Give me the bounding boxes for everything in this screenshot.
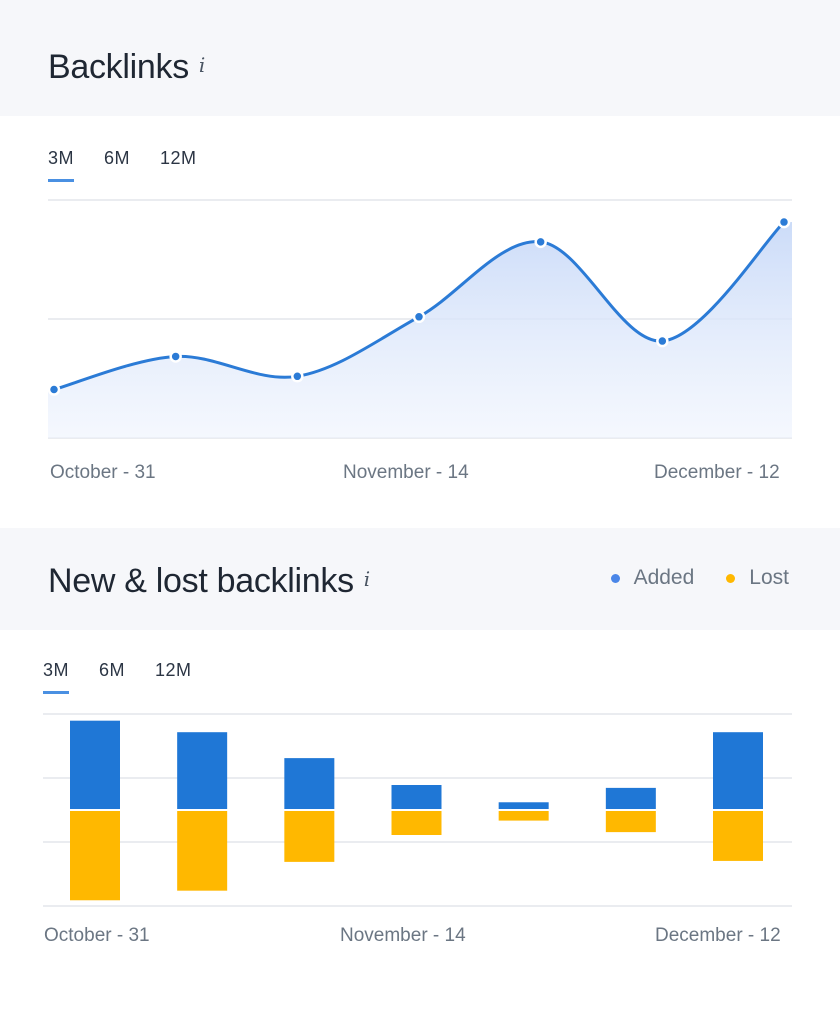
new-lost-bars [70, 720, 763, 901]
bar-added [391, 785, 442, 809]
bar-added [70, 720, 120, 809]
data-point [534, 235, 547, 249]
legend-item-lost: Lost [726, 566, 789, 590]
bar-added [713, 732, 763, 809]
x-tick-label-october: October - 31 [50, 462, 156, 483]
x-tick-label-november: November - 14 [340, 925, 466, 946]
bar-lost [391, 811, 442, 835]
new-lost-title: New & lost backlinks i [48, 562, 370, 601]
legend-label-added: Added [633, 566, 695, 589]
data-point [47, 383, 61, 396]
bar-lost [284, 811, 335, 862]
bar-lost [713, 811, 763, 861]
new-lost-title-text: New & lost backlinks [48, 562, 354, 600]
legend: Added Lost [579, 566, 789, 590]
backlinks-area-fill [48, 222, 792, 438]
bar-added [284, 758, 335, 809]
x-tick-label-december: December - 12 [655, 925, 781, 946]
bar-lost [70, 811, 120, 901]
bar-lost [498, 811, 549, 821]
info-icon[interactable]: i [198, 53, 206, 77]
backlinks-grid [48, 199, 792, 439]
backlinks-points [47, 215, 791, 396]
tab-12m[interactable]: 12M [160, 148, 197, 168]
info-icon[interactable]: i [363, 567, 370, 591]
backlinks-title-text: Backlinks [48, 48, 189, 86]
legend-label-lost: Lost [749, 566, 789, 589]
new-lost-grid [43, 713, 792, 907]
backlinks-period-tabs: 3M 6M 12M [48, 148, 227, 182]
data-point [412, 310, 426, 324]
backlinks-header: Backlinks i [0, 0, 840, 116]
tab-6m[interactable]: 6M [99, 660, 126, 680]
tab-12m[interactable]: 12M [155, 660, 192, 680]
legend-dot-added [610, 573, 620, 583]
tab-6m[interactable]: 6M [104, 148, 131, 168]
bar-lost [177, 811, 228, 891]
data-point [291, 370, 304, 383]
new-lost-header: New & lost backlinks i Added Lost [0, 528, 840, 630]
x-tick-label-december: December - 12 [654, 462, 780, 483]
new-lost-period-tabs: 3M 6M 12M [43, 660, 222, 694]
tab-3m[interactable]: 3M [43, 660, 70, 694]
backlinks-line [53, 220, 786, 391]
x-tick-label-november: November - 14 [343, 462, 469, 483]
x-tick-label-october: October - 31 [44, 925, 150, 946]
backlinks-title: Backlinks i [48, 48, 205, 87]
tab-3m[interactable]: 3M [48, 148, 75, 182]
bar-added [498, 802, 549, 809]
bar-added [605, 787, 656, 809]
bar-added [177, 732, 228, 809]
legend-item-added: Added [610, 566, 695, 590]
data-point [777, 215, 791, 229]
data-point [169, 350, 182, 363]
legend-dot-lost [726, 573, 736, 583]
bar-lost [605, 811, 656, 833]
data-point [656, 334, 669, 348]
